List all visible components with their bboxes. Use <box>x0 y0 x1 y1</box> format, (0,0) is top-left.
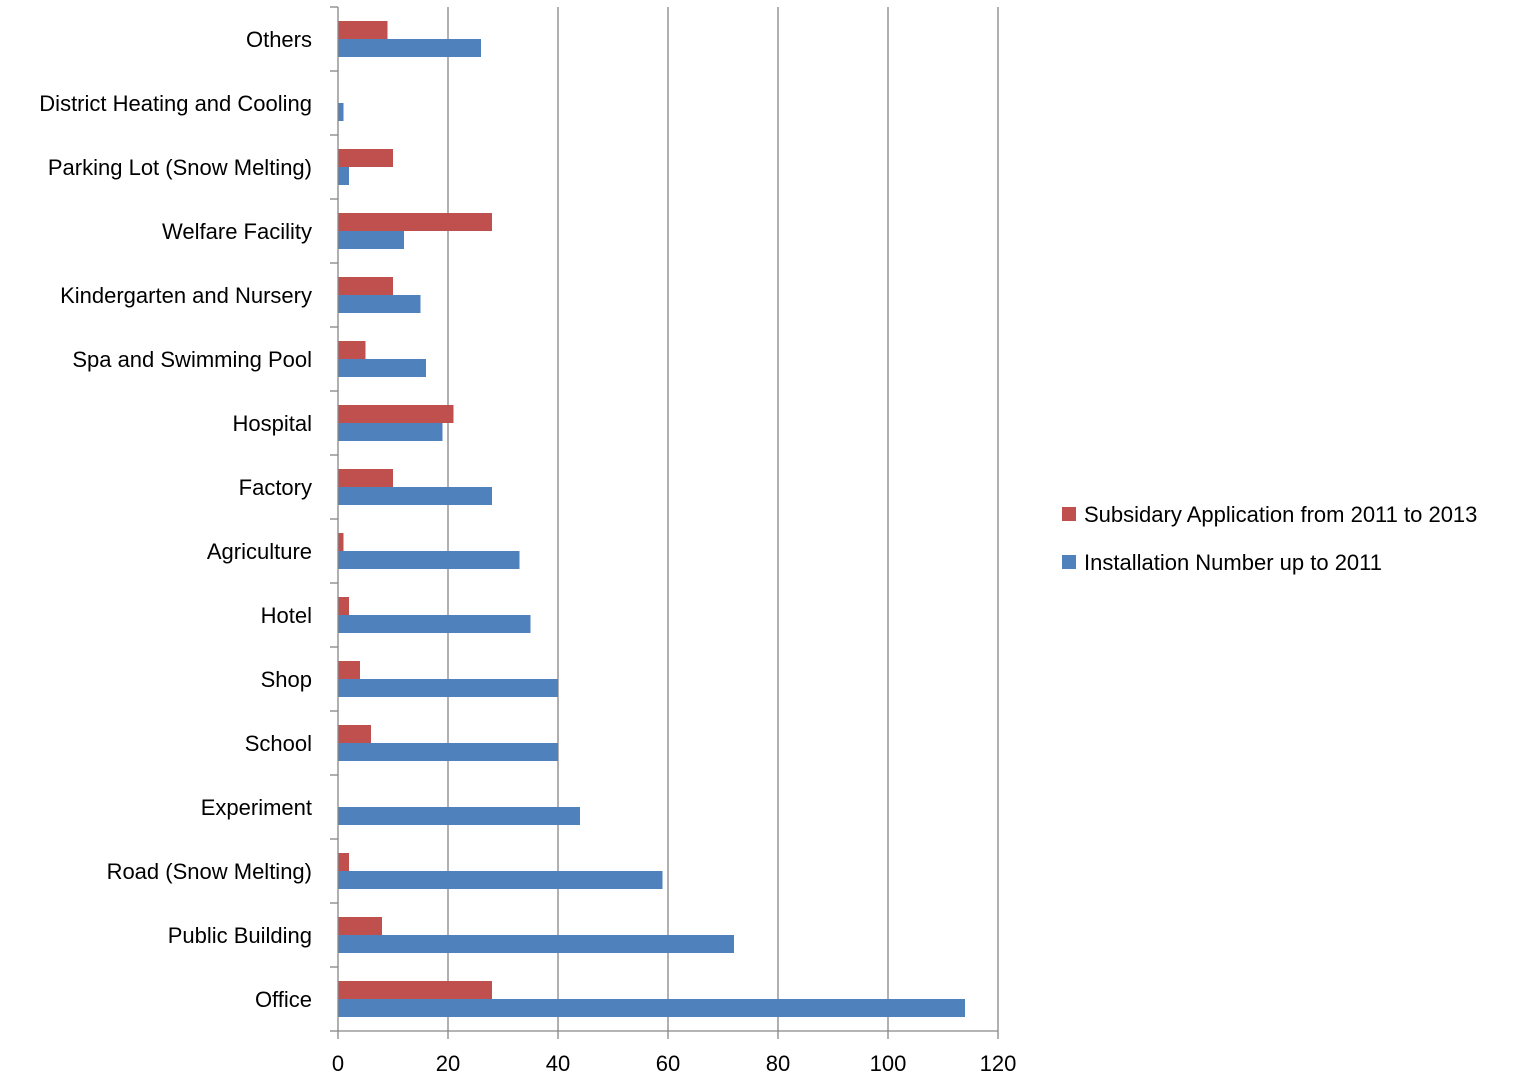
bar-subsidary-application <box>338 469 393 487</box>
bar-installation-number <box>338 103 344 121</box>
category-label: Experiment <box>201 795 312 820</box>
bar-installation-number <box>338 359 426 377</box>
bar-subsidary-application <box>338 149 393 167</box>
bar-installation-number <box>338 871 663 889</box>
bar-subsidary-application <box>338 661 360 679</box>
x-tick-labels: 0 20 40 60 80 100 120 <box>332 1051 1016 1076</box>
category-label: Public Building <box>168 923 312 948</box>
category-label: Hotel <box>261 603 312 628</box>
category-label: Spa and Swimming Pool <box>72 347 312 372</box>
x-tick-label: 120 <box>980 1051 1017 1076</box>
category-label: Agriculture <box>207 539 312 564</box>
category-label: School <box>245 731 312 756</box>
bar-installation-number <box>338 679 558 697</box>
bar-installation-number <box>338 743 558 761</box>
bar-subsidary-application <box>338 981 492 999</box>
bar-installation-number <box>338 999 965 1017</box>
category-labels: Office Public Building Road (Snow Melting)… <box>39 27 312 1012</box>
bar-installation-number <box>338 935 734 953</box>
category-label: Parking Lot (Snow Melting) <box>48 155 312 180</box>
x-tick-label: 60 <box>656 1051 680 1076</box>
bar-subsidary-application <box>338 597 349 615</box>
category-label: Hospital <box>233 411 312 436</box>
legend-label: Subsidary Application from 2011 to 2013 <box>1084 502 1477 527</box>
category-label: Office <box>255 987 312 1012</box>
x-tick-label: 40 <box>546 1051 570 1076</box>
bar-subsidary-application <box>338 405 454 423</box>
bar-subsidary-application <box>338 917 382 935</box>
x-tick-label: 100 <box>870 1051 907 1076</box>
bar-subsidary-application <box>338 533 344 551</box>
legend-swatch <box>1062 555 1076 569</box>
category-label: District Heating and Cooling <box>39 91 312 116</box>
bar-subsidary-application <box>338 21 388 39</box>
legend-label: Installation Number up to 2011 <box>1084 550 1382 575</box>
bar-subsidary-application <box>338 725 371 743</box>
bar-installation-number <box>338 487 492 505</box>
gridlines <box>447 7 999 1031</box>
bar-subsidary-application <box>338 853 349 871</box>
x-tick-label: 80 <box>766 1051 790 1076</box>
axes <box>330 6 999 1039</box>
bar-subsidary-application <box>338 277 393 295</box>
category-label: Shop <box>261 667 312 692</box>
category-label: Factory <box>239 475 312 500</box>
category-label: Welfare Facility <box>162 219 312 244</box>
bar-installation-number <box>338 423 443 441</box>
bar-installation-number <box>338 231 404 249</box>
bars <box>338 21 965 1017</box>
bar-installation-number <box>338 295 421 313</box>
legend-swatch <box>1062 507 1076 521</box>
bar-installation-number <box>338 615 531 633</box>
bar-installation-number <box>338 39 481 57</box>
bar-installation-number <box>338 807 580 825</box>
x-tick-label: 0 <box>332 1051 344 1076</box>
category-label: Others <box>246 27 312 52</box>
bar-subsidary-application <box>338 341 366 359</box>
category-label: Kindergarten and Nursery <box>60 283 312 308</box>
category-label: Road (Snow Melting) <box>107 859 312 884</box>
x-tick-label: 20 <box>436 1051 460 1076</box>
legend: Subsidary Application from 2011 to 2013 I… <box>1062 502 1477 575</box>
bar-subsidary-application <box>338 213 492 231</box>
bar-installation-number <box>338 167 349 185</box>
bar-installation-number <box>338 551 520 569</box>
